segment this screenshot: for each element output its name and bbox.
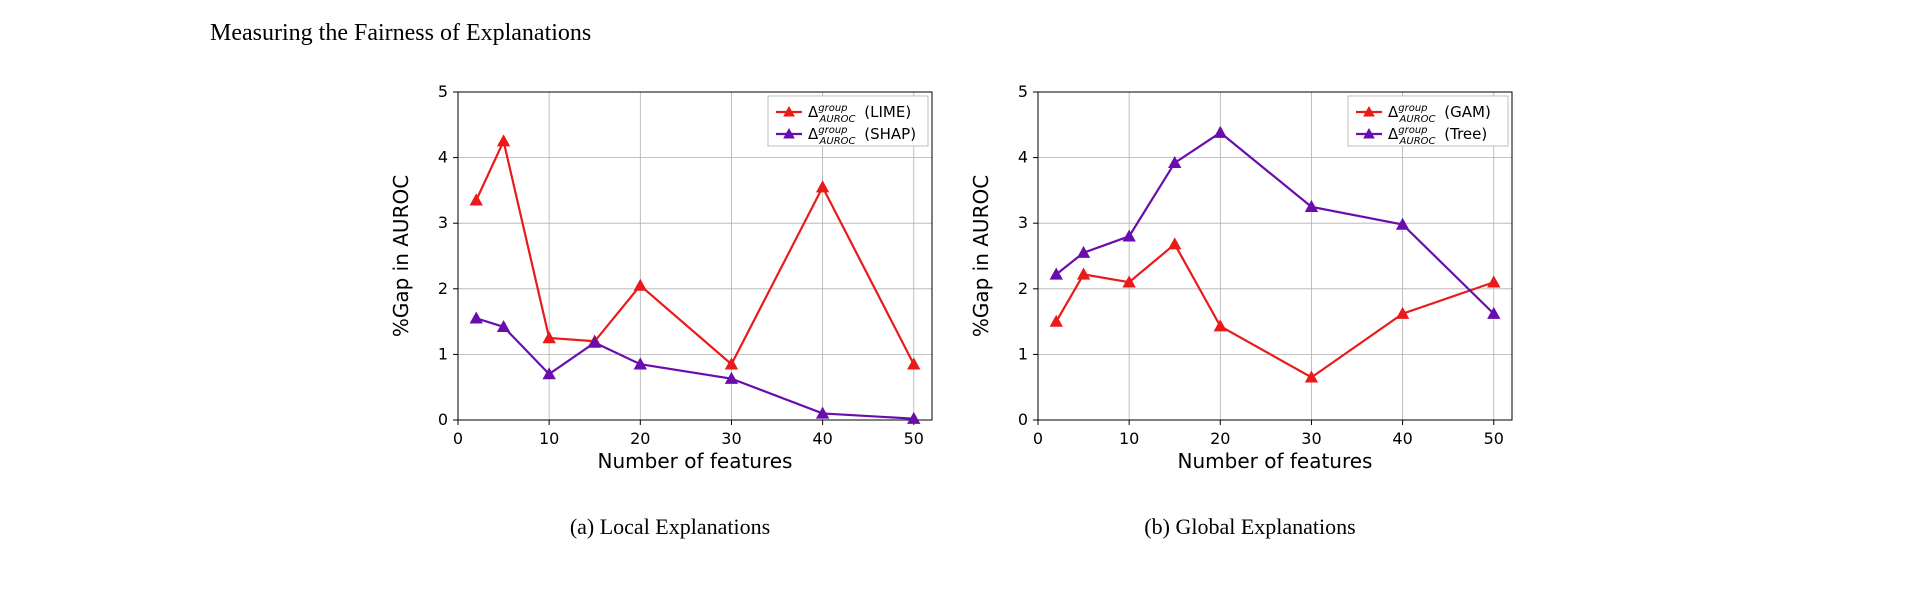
page: Measuring the Fairness of Explanations 0… xyxy=(0,0,1920,594)
svg-text:3: 3 xyxy=(1018,213,1028,232)
panel-b: 0 10 20 30 40 50 0 1 2 3 4 5 Number of features %Gap … xyxy=(970,78,1530,540)
svg-text:%Gap in AUROC: %Gap in AUROC xyxy=(390,175,413,337)
caption-b: (b) Global Explanations xyxy=(970,514,1530,540)
svg-text:40: 40 xyxy=(1392,429,1412,448)
svg-text:30: 30 xyxy=(1301,429,1321,448)
svg-text:10: 10 xyxy=(1119,429,1139,448)
page-title: Measuring the Fairness of Explanations xyxy=(210,20,591,47)
svg-text:%Gap in AUROC: %Gap in AUROC xyxy=(970,175,993,337)
svg-text:Number of features: Number of features xyxy=(1178,449,1373,473)
svg-text:20: 20 xyxy=(630,429,650,448)
svg-text:40: 40 xyxy=(812,429,832,448)
chart-global-explanations: 0 10 20 30 40 50 0 1 2 3 4 5 Number of features %Gap … xyxy=(970,78,1530,478)
svg-text:50: 50 xyxy=(1484,429,1504,448)
svg-text:10: 10 xyxy=(539,429,559,448)
chart-local-explanations: 0 10 20 30 40 50 0 1 2 3 4 5 Number of features %Gap … xyxy=(390,78,950,478)
svg-text:2: 2 xyxy=(438,279,448,298)
svg-text:5: 5 xyxy=(1018,82,1028,101)
svg-text:2: 2 xyxy=(1018,279,1028,298)
panel-a: 0 10 20 30 40 50 0 1 2 3 4 5 Number of features %Gap … xyxy=(390,78,950,540)
svg-text:20: 20 xyxy=(1210,429,1230,448)
figure-row: 01020304050012345Number of features%Gap … xyxy=(0,78,1920,540)
svg-text:4: 4 xyxy=(438,148,448,167)
svg-text:5: 5 xyxy=(438,82,448,101)
svg-text:0: 0 xyxy=(453,429,463,448)
svg-text:4: 4 xyxy=(1018,148,1028,167)
svg-text:3: 3 xyxy=(438,213,448,232)
svg-text:Number of features: Number of features xyxy=(598,449,793,473)
svg-text:0: 0 xyxy=(1033,429,1043,448)
svg-text:0: 0 xyxy=(438,410,448,429)
svg-text:0: 0 xyxy=(1018,410,1028,429)
svg-text:1: 1 xyxy=(438,344,448,363)
svg-text:50: 50 xyxy=(904,429,924,448)
svg-text:30: 30 xyxy=(721,429,741,448)
caption-a: (a) Local Explanations xyxy=(390,514,950,540)
svg-text:1: 1 xyxy=(1018,344,1028,363)
